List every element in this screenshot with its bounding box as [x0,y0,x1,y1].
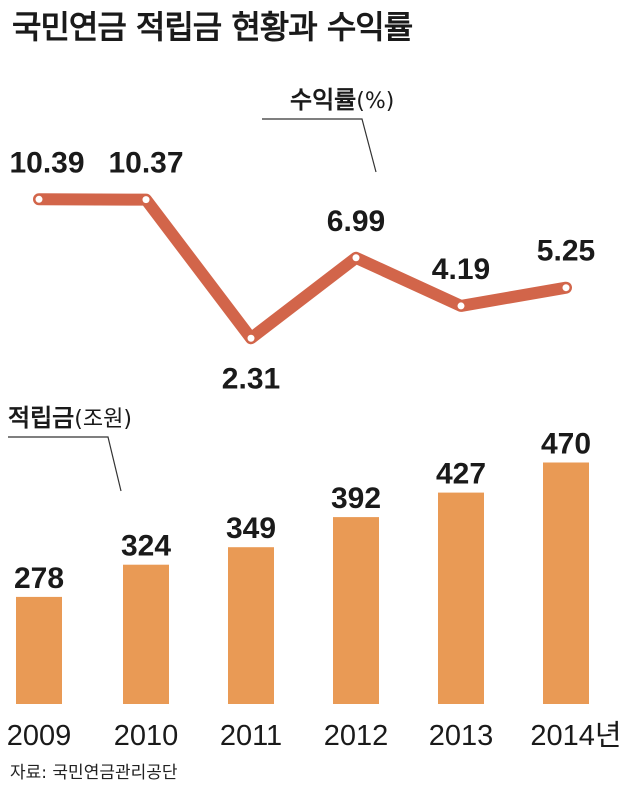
line-path [33,193,572,345]
bar-2013 [438,492,484,704]
line-value-label: 10.39 [9,146,84,179]
bar-series: 278 324 349 392 427 470 [14,428,591,704]
x-axis: 2009 2010 2011 2012 2013 2014년 [7,720,622,752]
line-value-label: 6.99 [327,205,385,238]
bar-value-label: 324 [121,530,171,563]
line-series: 10.39 10.37 2.31 6.99 4.19 5.25 [9,146,595,395]
line-legend-pointer [262,118,377,173]
bar-value-label: 470 [541,428,591,461]
svg-text:수익률(%): 수익률(%) [290,86,394,114]
line-series-unit: (%) [356,89,394,114]
x-tick-label: 2009 [7,720,72,752]
x-tick-label: 2011 [220,720,282,752]
bar-value-label: 349 [226,512,276,545]
bar-value-label: 392 [331,482,381,515]
line-value-label: 2.31 [222,362,280,395]
line-point [142,196,150,204]
line-series-legend: 수익률(%) [262,86,394,173]
bar-value-label: 278 [14,562,64,595]
bar-2012 [333,517,379,704]
line-value-label: 4.19 [432,253,490,286]
svg-text:적립금(조원): 적립금(조원) [8,404,132,432]
bar-2014년 [543,462,589,704]
bar-2011 [228,547,274,704]
line-value-label: 10.37 [108,147,183,180]
line-point [247,334,255,342]
bar-series-name: 적립금 [8,404,74,432]
line-point [35,195,43,203]
bar-value-label: 427 [436,458,486,491]
line-point [352,254,360,262]
line-series-name: 수익률 [290,86,356,114]
chart-title: 국민연금 적립금 현황과 수익률 [12,8,413,46]
bar-series-unit: (조원) [74,407,132,432]
line-point [457,302,465,310]
x-tick-label: 2013 [429,720,494,752]
bar-2010 [123,564,169,704]
bar-2009 [16,596,62,704]
bar-legend-pointer [8,436,122,492]
line-point [562,284,570,292]
x-tick-label: 2014년 [530,720,621,752]
x-tick-label: 2012 [324,720,389,752]
x-tick-label: 2010 [114,720,179,752]
source-note: 자료: 국민연금관리공단 [10,763,178,783]
bar-series-legend: 적립금(조원) [8,404,132,492]
line-value-label: 5.25 [537,235,595,268]
